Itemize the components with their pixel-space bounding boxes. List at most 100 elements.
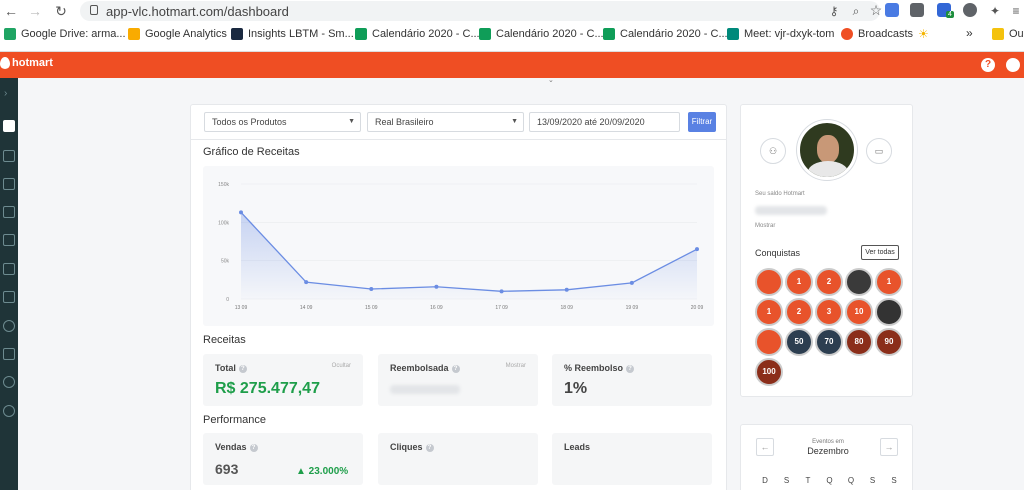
menu-icon[interactable]: ≡ (1012, 4, 1020, 18)
sync-icon[interactable] (3, 263, 15, 275)
achievement-badge[interactable] (755, 328, 783, 356)
box-icon[interactable] (3, 206, 15, 218)
puzzle-icon[interactable]: ✦ (989, 4, 1001, 18)
x-tick-label: 20 09 (691, 305, 704, 311)
reload-icon[interactable]: ↻ (55, 3, 67, 19)
bookmark-item[interactable]: Broadcasts (841, 28, 913, 46)
chat-icon[interactable] (3, 291, 15, 303)
help-icon[interactable]: ? (249, 443, 258, 452)
achievement-badge[interactable]: 80 (845, 328, 873, 356)
zoom-icon[interactable]: ⌕ (852, 4, 860, 18)
reembolsada-label: Reembolsada (390, 363, 449, 373)
filter-button[interactable]: Filtrar (688, 112, 716, 132)
extension-icon[interactable] (885, 3, 899, 17)
caret-down-icon: ▼ (511, 118, 518, 125)
help-icon[interactable]: ? (425, 443, 434, 452)
achievement-badge[interactable] (875, 298, 903, 326)
bookmark-item[interactable]: Ou (992, 28, 1024, 46)
leads-label: Leads (564, 442, 591, 452)
achievement-badge[interactable]: 1 (785, 268, 813, 296)
vendas-change: ▲ 23.000% (296, 466, 349, 477)
revenue-chart: 150k 100k 50k 0 13 09 14 09 15 09 16 09 17 09 18 … (203, 166, 714, 326)
achievement-badge[interactable]: 2 (785, 298, 813, 326)
chevron-down-icon[interactable]: ⌄ (548, 77, 554, 84)
sheets-icon (355, 28, 367, 41)
clock-icon[interactable] (3, 405, 15, 417)
data-point[interactable] (239, 210, 243, 215)
date-range-input[interactable]: 13/09/2020 até 20/09/2020 (529, 112, 680, 132)
browser-nav-row: ← → ↻ app-vlc.hotmart.com/dashboard ⚷ ⌕ … (0, 0, 1024, 22)
bookmark-item[interactable]: Calendário 2020 - C... (479, 28, 604, 46)
browser-chrome: ← → ↻ app-vlc.hotmart.com/dashboard ⚷ ⌕ … (0, 0, 1024, 52)
show-toggle[interactable]: Mostrar (505, 363, 526, 369)
x-tick-label: 16 09 (430, 305, 443, 311)
sidebar: › (0, 78, 18, 490)
data-point[interactable] (499, 289, 504, 294)
help-icon[interactable]: ? (238, 364, 247, 373)
bookmark-item[interactable]: Calendário 2020 - C... (355, 28, 480, 46)
show-balance-link[interactable]: Mostrar (755, 223, 776, 229)
product-select[interactable]: Todos os Produtos ▼ (204, 112, 361, 132)
user-circle-icon[interactable] (1006, 58, 1020, 72)
y-tick-label: 0 (226, 297, 229, 303)
achievement-badge[interactable]: 10 (845, 298, 873, 326)
sun-icon[interactable]: ☀ (918, 27, 929, 41)
bookmark-item[interactable]: Meet: vjr-dxyk-tom (727, 28, 834, 46)
see-all-button[interactable]: Ver todas (861, 245, 899, 260)
dashboard-icon[interactable] (3, 120, 15, 132)
target-icon[interactable] (3, 178, 15, 190)
bookmark-item[interactable]: Insights LBTM - Sm... (231, 28, 354, 46)
bookmark-item[interactable]: Calendário 2020 - C... (603, 28, 728, 46)
more-bookmarks[interactable]: » (966, 26, 973, 40)
expand-icon[interactable]: › (4, 88, 8, 99)
data-point[interactable] (695, 247, 699, 252)
folder-icon (992, 28, 1004, 41)
data-point[interactable] (564, 287, 569, 292)
achievement-badge[interactable]: 3 (815, 298, 843, 326)
achievement-badge[interactable]: 70 (815, 328, 843, 356)
achievement-badge[interactable]: 50 (785, 328, 813, 356)
help-icon[interactable]: ? (451, 364, 460, 373)
achievement-badge[interactable]: 1 (755, 298, 783, 326)
revenue-line (240, 211, 698, 292)
next-month-button[interactable]: → (880, 438, 898, 456)
data-point[interactable] (369, 287, 374, 292)
circle-extension-icon[interactable] (963, 3, 977, 17)
currency-select[interactable]: Real Brasileiro ▼ (367, 112, 524, 132)
achievement-badge[interactable]: 90 (875, 328, 903, 356)
cart-icon[interactable] (3, 234, 15, 246)
achievement-badge[interactable]: 2 (815, 268, 843, 296)
achievement-badge[interactable] (845, 268, 873, 296)
bar-chart-icon[interactable] (3, 348, 15, 360)
help-icon[interactable]: ? (981, 58, 995, 72)
back-icon[interactable]: ← (4, 3, 18, 19)
user-settings-icon[interactable]: ⚇ (760, 138, 786, 164)
prev-month-button[interactable]: ← (756, 438, 774, 456)
url-text: app-vlc.hotmart.com/dashboard (106, 4, 289, 19)
y-tick-label: 50k (221, 259, 230, 265)
grid-icon[interactable] (3, 150, 15, 162)
key-icon[interactable]: ⚷ (829, 4, 839, 18)
forward-icon[interactable]: → (28, 3, 42, 19)
help-icon[interactable]: ? (626, 364, 635, 373)
gear-icon[interactable] (3, 376, 15, 388)
achievement-badge[interactable]: 100 (755, 358, 783, 386)
bookmark-item[interactable]: Google Drive: arma... (4, 28, 126, 46)
calendar-card (740, 424, 913, 490)
grid-extension-icon[interactable] (910, 3, 924, 17)
star-icon[interactable]: ☆ (869, 2, 883, 18)
achievement-badge[interactable] (755, 268, 783, 296)
dollar-icon[interactable] (3, 320, 15, 332)
bookmark-item[interactable]: Google Analytics (128, 28, 227, 46)
data-point[interactable] (304, 280, 309, 285)
achievement-badge[interactable]: 1 (875, 268, 903, 296)
chat-icon[interactable]: ▭ (866, 138, 892, 164)
avatar[interactable] (797, 120, 857, 180)
flame-icon (0, 57, 10, 70)
address-bar[interactable]: app-vlc.hotmart.com/dashboard ⚷ ⌕ ☆ (80, 1, 882, 21)
sheets-icon (479, 28, 491, 41)
data-point[interactable] (434, 284, 439, 289)
hotmart-logo[interactable]: hotmart (0, 57, 53, 70)
data-point[interactable] (629, 280, 634, 285)
hide-toggle[interactable]: Ocultar (331, 363, 351, 369)
